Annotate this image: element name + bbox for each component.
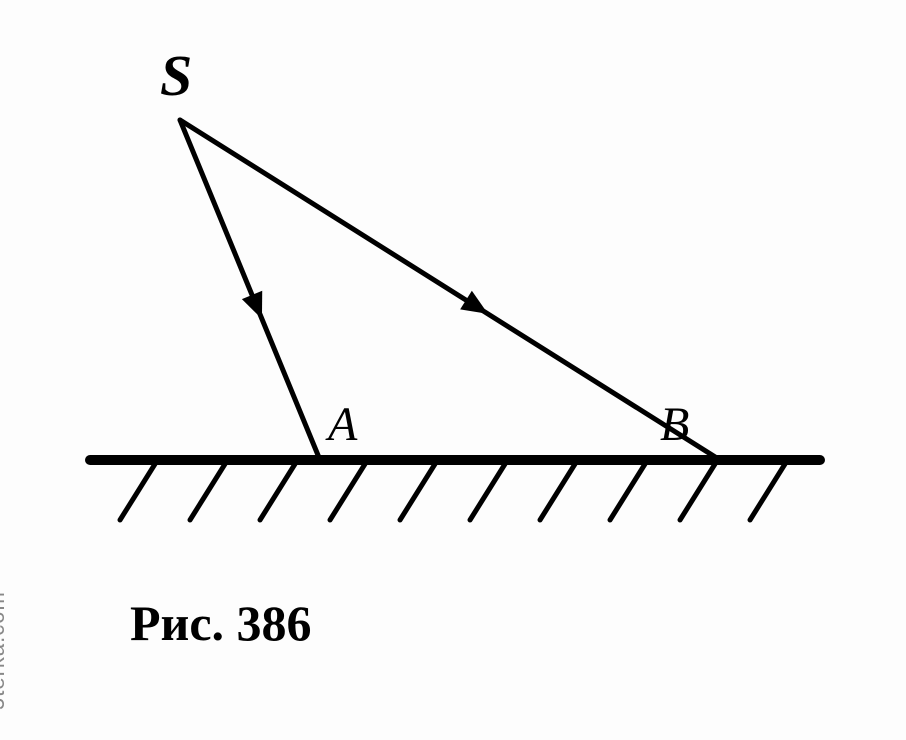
ray-SB-arrowhead (460, 291, 488, 314)
hatch-line (680, 464, 715, 520)
hatch-line (400, 464, 435, 520)
hatch-line (330, 464, 365, 520)
ray-SB (180, 120, 720, 460)
hatch-line (260, 464, 295, 520)
ray-SA-arrowhead (242, 291, 262, 319)
hatch-line (750, 464, 785, 520)
hatch-line (470, 464, 505, 520)
watermark-text: 5terka.com (0, 591, 10, 710)
label-S: S (160, 43, 192, 108)
hatch-line (610, 464, 645, 520)
label-A: A (325, 398, 358, 451)
ray-SA (180, 120, 320, 460)
hatch-line (120, 464, 155, 520)
hatch-line (190, 464, 225, 520)
hatch-line (540, 464, 575, 520)
figure-caption: Рис. 386 (130, 595, 312, 651)
label-B: B (660, 398, 689, 451)
